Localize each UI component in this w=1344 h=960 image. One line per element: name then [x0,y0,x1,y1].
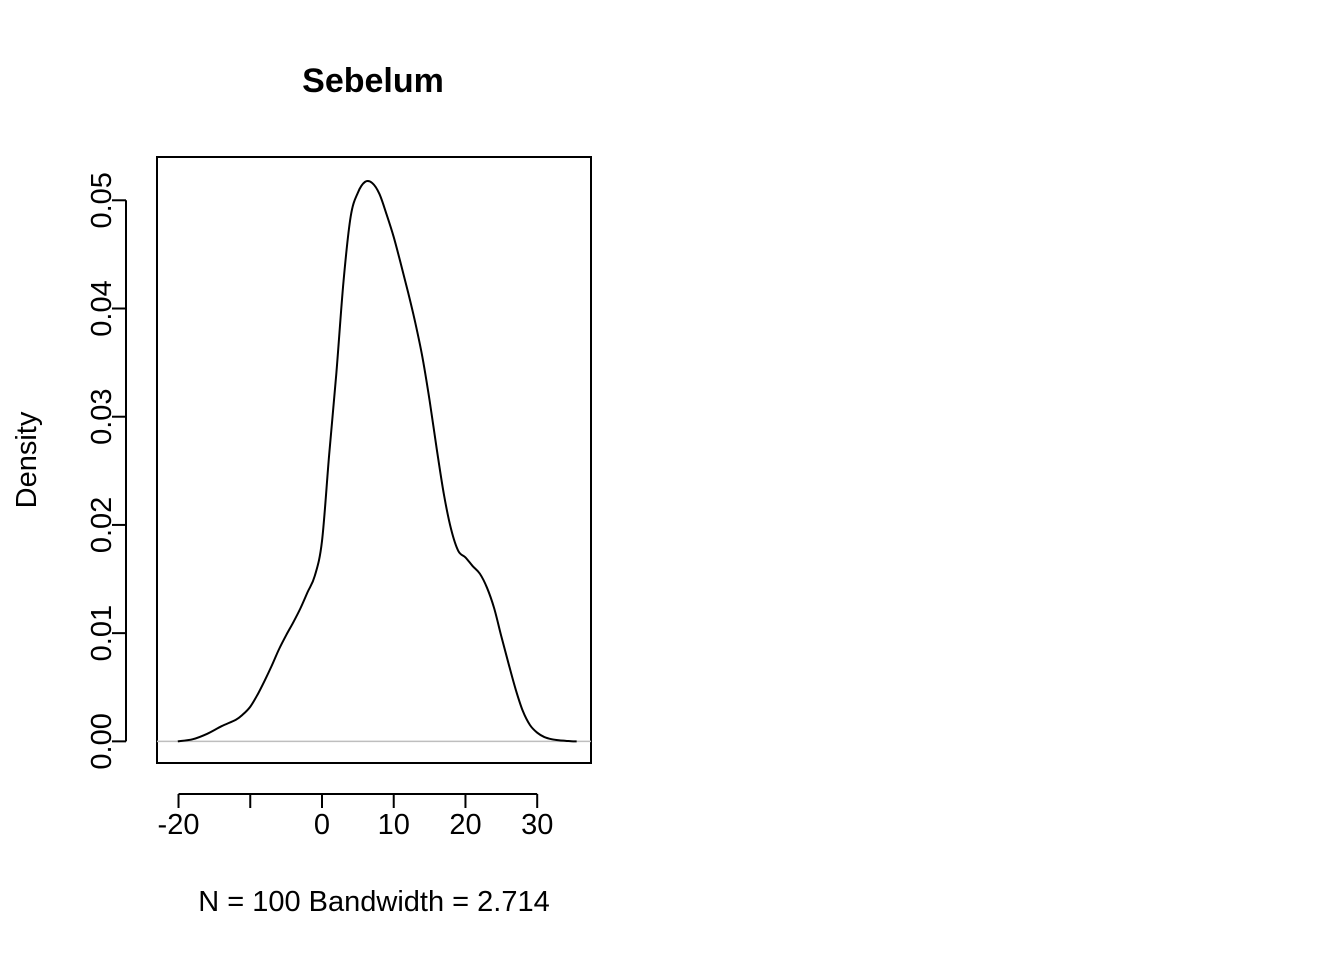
chart-title: Sebelum [302,62,444,100]
plot-frame [156,156,592,764]
x-axis: -20 0 10 20 30 [158,793,553,841]
y-tick-label: 0.02 [86,497,118,553]
y-tick-label: 0.00 [86,713,118,769]
x-tick-label: 30 [521,809,553,841]
x-tick-label: 20 [449,809,481,841]
density-curve [177,180,577,743]
x-tick-label: -20 [158,809,200,841]
x-axis-label: N = 100 Bandwidth = 2.714 [198,886,549,918]
y-tick-label: 0.04 [86,280,118,336]
x-tick-label: 0 [314,809,330,841]
x-tick-label: 10 [378,809,410,841]
y-tick-label: 0.01 [86,605,118,661]
y-tick-label: 0.05 [86,172,118,228]
y-tick-label: 0.03 [86,388,118,444]
y-axis: 0.00 0.01 0.02 0.03 0.04 0.05 [86,172,127,770]
y-axis-label: Density [11,411,43,508]
